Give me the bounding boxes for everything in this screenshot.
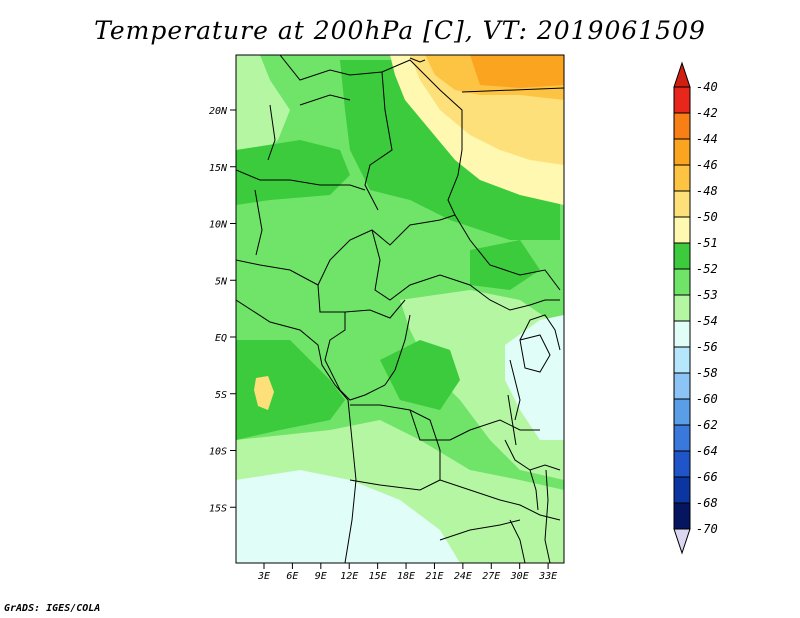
map-panel	[236, 55, 564, 563]
lon-label: 6E	[286, 571, 298, 582]
colorbar-label: -68	[696, 496, 718, 510]
lat-label: 15N	[209, 163, 228, 174]
country-borders	[236, 55, 564, 563]
colorbar-label: -44	[696, 132, 718, 146]
field-patch-nw	[236, 55, 290, 170]
lon-label: 15E	[369, 571, 387, 582]
lon-label: 24E	[454, 571, 472, 582]
lat-label: 5S	[215, 390, 227, 401]
lon-label: 12E	[340, 571, 358, 582]
colorbar-swatch	[673, 86, 691, 114]
colorbar-swatch	[673, 216, 691, 244]
colorbar-label: -54	[696, 314, 718, 328]
colorbar-swatch	[673, 372, 691, 400]
colorbar-swatch	[673, 346, 691, 374]
colorbar-label: -56	[696, 340, 718, 354]
colorbar-label: -40	[696, 80, 718, 94]
colorbar-swatch	[673, 398, 691, 426]
colorbar-top-triangle	[673, 61, 691, 88]
colorbar-swatch	[673, 294, 691, 322]
colorbar-swatch	[673, 138, 691, 166]
grads-credit: GrADS: IGES/COLA	[4, 603, 101, 614]
field-patch-sahel-west	[236, 140, 350, 205]
colorbar-swatch	[673, 476, 691, 504]
colorbar-label: -42	[696, 106, 718, 120]
map-frame	[235, 54, 565, 564]
colorbar-swatch	[673, 268, 691, 296]
lon-label: 18E	[397, 571, 415, 582]
map-title: Temperature at 200hPa [C], VT: 201906150…	[94, 16, 706, 45]
colorbar-label: -70	[696, 522, 718, 536]
field-patch-libya-46	[470, 55, 564, 88]
coastline	[236, 299, 357, 563]
field-patch-congo	[380, 340, 460, 410]
colorbar-label: -53	[696, 288, 718, 302]
lat-label: EQ	[215, 333, 227, 344]
colorbar-label: -52	[696, 262, 718, 276]
colorbar-label: -50	[696, 210, 718, 224]
colorbar-label: -46	[696, 158, 718, 172]
field-patch-angola-cold	[236, 470, 460, 563]
lake-victoria	[519, 334, 551, 373]
lat-label: 20N	[209, 106, 228, 117]
lon-label: 3E	[257, 571, 270, 582]
colorbar: -40 -42 -44 -46 -48 -50 -51 -52 -53 -54 -56 -58 -60 -…	[673, 61, 718, 555]
field-patch-gabon	[236, 340, 345, 440]
colorbar-label: -51	[696, 236, 718, 250]
colorbar-label: -64	[696, 444, 718, 458]
lake-malawi	[529, 469, 539, 511]
field-patch-east-africa-cold	[505, 315, 564, 440]
lon-label: 30E	[510, 571, 529, 582]
latitude-axis: 20N 15N 10N 5N EQ 5S 10S 15S	[209, 106, 236, 514]
colorbar-label: -58	[696, 366, 718, 380]
lat-label: 10S	[209, 447, 227, 458]
field-patch-south-sudan	[470, 240, 540, 290]
colorbar-label: -48	[696, 184, 718, 198]
colorbar-swatch	[673, 502, 691, 530]
colorbar-swatch	[673, 164, 691, 192]
colorbar-bottom-triangle	[673, 528, 691, 555]
lon-label: 33E	[538, 571, 557, 582]
colorbar-swatch	[673, 320, 691, 348]
lon-label: 21E	[425, 571, 443, 582]
lake-tanganyika	[507, 394, 517, 446]
colorbar-label: -62	[696, 418, 718, 432]
lon-label: 9E	[315, 571, 327, 582]
lon-label: 27E	[482, 571, 500, 582]
lat-label: 5N	[215, 276, 228, 287]
colorbar-label: -66	[696, 470, 718, 484]
colorbar-swatch	[673, 424, 691, 452]
colorbar-swatch	[673, 190, 691, 218]
lat-label: 10N	[209, 220, 228, 231]
field-patch-ocean-warm	[254, 376, 274, 410]
colorbar-swatch	[673, 112, 691, 140]
longitude-axis: 3E 6E 9E 12E 15E 18E 21E 24E 27E 30E 33E	[257, 563, 557, 582]
colorbar-swatch	[673, 242, 691, 270]
colorbar-swatch	[673, 450, 691, 478]
lat-label: 15S	[209, 503, 227, 514]
colorbar-label: -60	[696, 392, 718, 406]
